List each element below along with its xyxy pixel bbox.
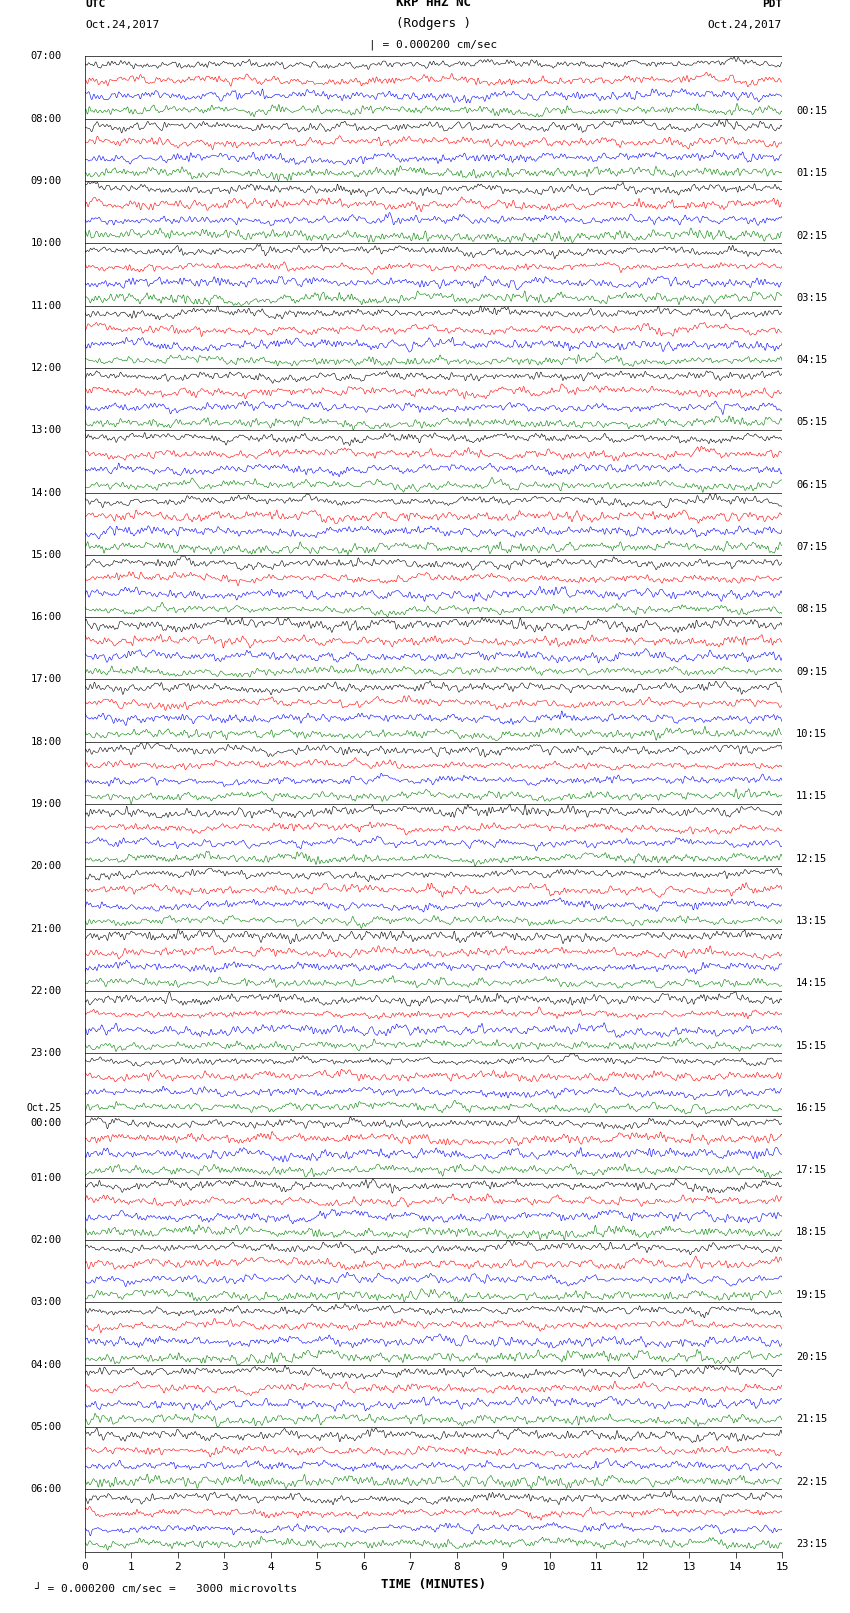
Text: 09:00: 09:00 bbox=[31, 176, 62, 185]
Text: 10:15: 10:15 bbox=[796, 729, 827, 739]
Text: 03:00: 03:00 bbox=[31, 1297, 62, 1308]
Text: 17:15: 17:15 bbox=[796, 1165, 827, 1176]
Text: 04:15: 04:15 bbox=[796, 355, 827, 365]
Text: 07:15: 07:15 bbox=[796, 542, 827, 552]
Text: 06:15: 06:15 bbox=[796, 479, 827, 490]
Text: 19:15: 19:15 bbox=[796, 1290, 827, 1300]
Text: 17:00: 17:00 bbox=[31, 674, 62, 684]
Text: PDT: PDT bbox=[762, 0, 782, 8]
Text: 14:00: 14:00 bbox=[31, 487, 62, 497]
Text: 01:00: 01:00 bbox=[31, 1173, 62, 1182]
Text: Oct.25: Oct.25 bbox=[26, 1103, 62, 1113]
Text: 10:00: 10:00 bbox=[31, 239, 62, 248]
Text: Oct.24,2017: Oct.24,2017 bbox=[85, 19, 159, 29]
Text: 18:15: 18:15 bbox=[796, 1227, 827, 1237]
Text: 00:15: 00:15 bbox=[796, 106, 827, 116]
X-axis label: TIME (MINUTES): TIME (MINUTES) bbox=[381, 1578, 486, 1590]
Text: 09:15: 09:15 bbox=[796, 666, 827, 677]
Text: 15:15: 15:15 bbox=[796, 1040, 827, 1050]
Text: 12:00: 12:00 bbox=[31, 363, 62, 373]
Text: 20:15: 20:15 bbox=[796, 1352, 827, 1361]
Text: 23:15: 23:15 bbox=[796, 1539, 827, 1548]
Text: 16:00: 16:00 bbox=[31, 613, 62, 623]
Text: (Rodgers ): (Rodgers ) bbox=[396, 16, 471, 29]
Text: 06:00: 06:00 bbox=[31, 1484, 62, 1494]
Text: 12:15: 12:15 bbox=[796, 853, 827, 863]
Text: 05:15: 05:15 bbox=[796, 418, 827, 427]
Text: 13:00: 13:00 bbox=[31, 426, 62, 436]
Text: 18:00: 18:00 bbox=[31, 737, 62, 747]
Text: 11:15: 11:15 bbox=[796, 792, 827, 802]
Text: 08:15: 08:15 bbox=[796, 605, 827, 615]
Text: 02:15: 02:15 bbox=[796, 231, 827, 240]
Text: 20:00: 20:00 bbox=[31, 861, 62, 871]
Text: 19:00: 19:00 bbox=[31, 798, 62, 810]
Text: | = 0.000200 cm/sec: | = 0.000200 cm/sec bbox=[370, 40, 497, 50]
Text: KRP HHZ NC: KRP HHZ NC bbox=[396, 0, 471, 8]
Text: 15:00: 15:00 bbox=[31, 550, 62, 560]
Text: 21:00: 21:00 bbox=[31, 924, 62, 934]
Text: 22:15: 22:15 bbox=[796, 1476, 827, 1487]
Text: Oct.24,2017: Oct.24,2017 bbox=[708, 19, 782, 29]
Text: 01:15: 01:15 bbox=[796, 168, 827, 179]
Text: 22:00: 22:00 bbox=[31, 986, 62, 995]
Text: 21:15: 21:15 bbox=[796, 1415, 827, 1424]
Text: ┘ = 0.000200 cm/sec =   3000 microvolts: ┘ = 0.000200 cm/sec = 3000 microvolts bbox=[34, 1582, 298, 1594]
Text: 03:15: 03:15 bbox=[796, 294, 827, 303]
Text: 02:00: 02:00 bbox=[31, 1236, 62, 1245]
Text: 00:00: 00:00 bbox=[31, 1118, 62, 1127]
Text: 11:00: 11:00 bbox=[31, 300, 62, 311]
Text: 14:15: 14:15 bbox=[796, 977, 827, 989]
Text: 16:15: 16:15 bbox=[796, 1103, 827, 1113]
Text: 05:00: 05:00 bbox=[31, 1423, 62, 1432]
Text: UTC: UTC bbox=[85, 0, 105, 8]
Text: 13:15: 13:15 bbox=[796, 916, 827, 926]
Text: 04:00: 04:00 bbox=[31, 1360, 62, 1369]
Text: 23:00: 23:00 bbox=[31, 1048, 62, 1058]
Text: 07:00: 07:00 bbox=[31, 52, 62, 61]
Text: 08:00: 08:00 bbox=[31, 115, 62, 124]
